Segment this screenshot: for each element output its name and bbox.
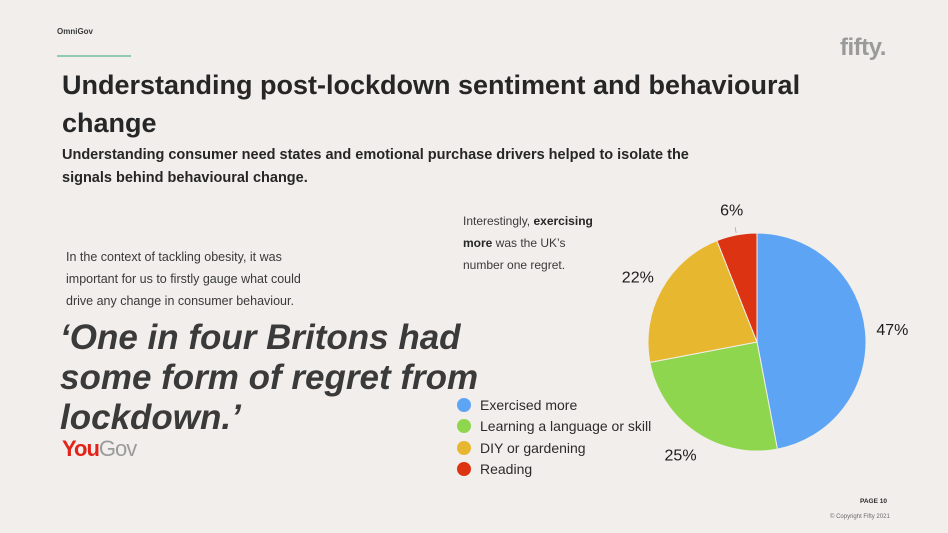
legend-item: Learning a language or skill	[457, 416, 651, 438]
legend-label: Reading	[480, 461, 533, 478]
chart-legend: Exercised more Learning a language or ski…	[457, 394, 651, 480]
legend-swatch	[457, 397, 471, 412]
legend-item: Reading	[457, 459, 651, 481]
data-label: 25%	[665, 447, 697, 464]
legend-item: Exercised more	[457, 394, 651, 416]
legend-swatch	[457, 440, 471, 455]
legend-item: DIY or gardening	[457, 437, 651, 459]
insight-note-prefix: Interestingly,	[463, 214, 534, 228]
pie-slice	[649, 341, 779, 452]
pull-quote: ‘One in four Britons had some form of re…	[60, 318, 479, 437]
legend-label: Learning a language or skill	[480, 418, 652, 435]
pie-slice	[647, 240, 758, 364]
pie-slice	[756, 232, 867, 450]
legend-label: Exercised more	[480, 396, 578, 413]
data-label-leader	[734, 227, 737, 234]
legend-label: DIY or gardening	[480, 439, 586, 456]
legend-swatch	[457, 462, 471, 477]
insight-note-suffix: was the UK’s number one regret.	[463, 236, 566, 272]
insight-note-highlight: exercising more	[463, 214, 593, 250]
copyright-text: © Copyright Fifty 2021	[830, 514, 890, 520]
legend-swatch	[457, 419, 471, 434]
page-title: Understanding post-lockdown sentiment an…	[62, 70, 801, 138]
insight-note: Interestingly, exercising more was the U…	[463, 210, 608, 276]
yougov-logo-you: You	[62, 436, 100, 461]
accent-divider	[57, 55, 131, 57]
data-label: 47%	[876, 322, 908, 339]
yougov-logo-gov: Gov	[98, 436, 137, 461]
page-number: PAGE 10	[860, 498, 887, 505]
brand-label: OmniGov	[57, 27, 94, 36]
context-paragraph: In the context of tackling obesity, it w…	[66, 250, 301, 308]
page-subtitle: Understanding consumer need states and e…	[62, 147, 689, 186]
fifty-logo: fifty.	[840, 34, 886, 61]
data-label: 22%	[622, 269, 654, 286]
data-label: 6%	[720, 202, 743, 219]
yougov-logo: YouGov	[62, 436, 137, 462]
pie-slice	[716, 232, 758, 343]
